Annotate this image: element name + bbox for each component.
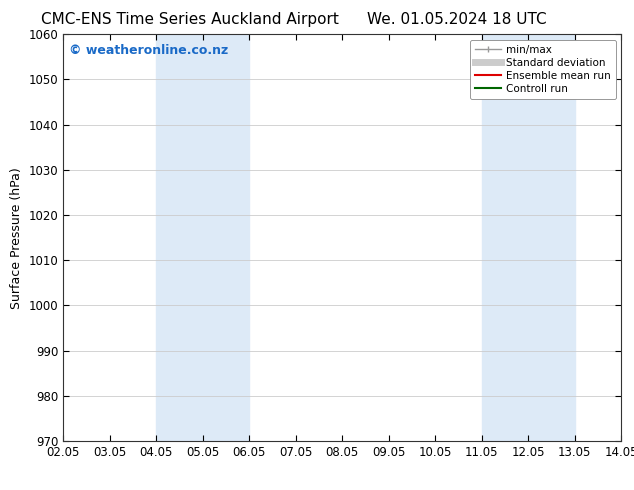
Bar: [482, 34, 575, 441]
Bar: [157, 34, 249, 441]
Text: © weatheronline.co.nz: © weatheronline.co.nz: [69, 45, 228, 57]
Y-axis label: Surface Pressure (hPa): Surface Pressure (hPa): [10, 167, 23, 309]
Text: CMC-ENS Time Series Auckland Airport: CMC-ENS Time Series Auckland Airport: [41, 12, 339, 27]
Legend: min/max, Standard deviation, Ensemble mean run, Controll run: min/max, Standard deviation, Ensemble me…: [470, 40, 616, 99]
Text: We. 01.05.2024 18 UTC: We. 01.05.2024 18 UTC: [366, 12, 547, 27]
